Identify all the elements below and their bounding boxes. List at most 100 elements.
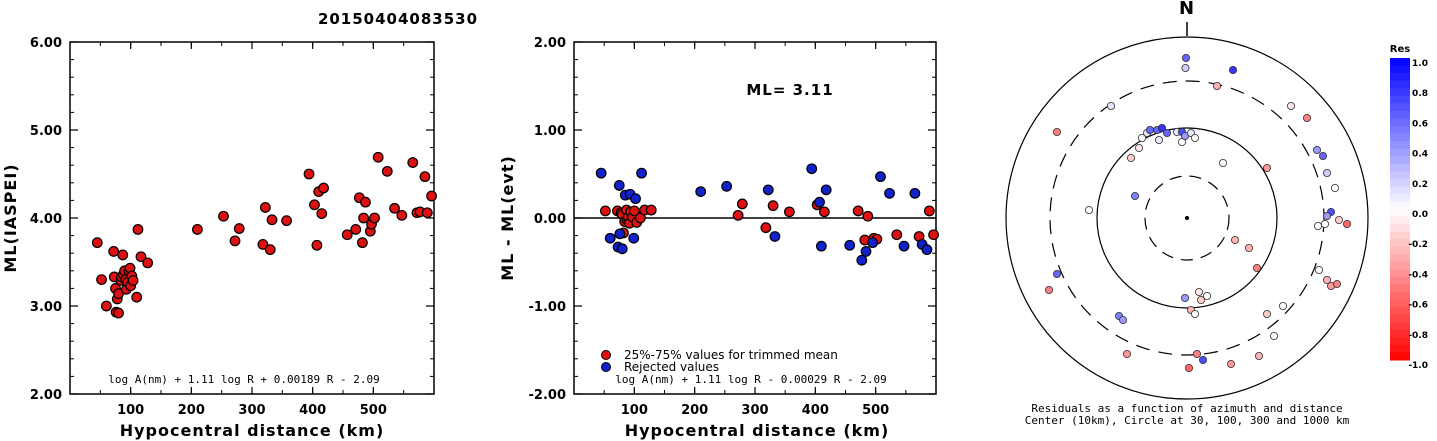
colorbar-cell [1390,103,1410,112]
x-tick-label: 400 [802,403,829,418]
data-point [760,222,772,234]
residual-point [1123,349,1132,358]
legend-label-rejected: Rejected values [624,360,719,374]
colorbar-ticks: 1.0 0.8 0.6 0.4 0.2 0.0 -0.2 -0.4 -0.6 -0.8 -1.0 [1408,59,1428,371]
colorbar-cell [1390,337,1410,346]
y-tick-label: 1.00 [534,124,566,139]
y-tick-label: -2.00 [529,388,566,403]
data-point [117,249,129,261]
y-ticks-left: 2.00 3.00 4.00 5.00 6.00 [30,36,434,403]
data-point [921,244,933,256]
colorbar-tick-label: -0.8 [1408,331,1428,341]
data-point [628,205,640,217]
data-point [316,208,328,220]
data-point [860,246,872,257]
residual-point [1199,355,1208,364]
data-point [91,237,103,249]
north-label: N [1179,0,1195,19]
data-point [132,224,144,235]
data-point [814,196,825,208]
residual-point [1343,219,1352,228]
colorbar-cell [1390,178,1410,187]
residual-point [1331,183,1340,192]
colorbar-cell [1390,239,1410,248]
data-point [736,198,748,210]
residual-point [1191,133,1200,142]
residual-point [1227,359,1236,368]
data-point [595,167,607,179]
residual-point [1163,128,1172,137]
data-point [257,238,269,250]
data-point [862,210,874,222]
data-point [421,207,433,219]
x-ticks-mid: 100 200 300 400 500 [573,42,937,418]
data-point [818,206,830,218]
colorbar-title: Res [1390,44,1410,55]
x-tick-label: 100 [117,403,144,418]
colorbar-cell [1390,231,1410,240]
colorbar-cell [1390,307,1410,316]
data-point [358,212,370,224]
y-tick-label: 2.00 [534,36,566,51]
colorbar-cell [1390,216,1410,225]
colorbar-cell [1390,284,1410,293]
colorbar-cells [1390,58,1410,361]
residual-point [1191,309,1200,318]
data-point [264,244,276,256]
colorbar-cell [1390,209,1410,218]
data-point [389,202,400,214]
residual-point [1203,291,1212,300]
colorbar-cell [1390,58,1410,67]
data-point [191,224,203,235]
colorbar-cell [1390,246,1410,255]
colorbar-tick-label: 0.0 [1412,210,1428,220]
residual-point [1127,153,1136,162]
residual-point [1107,102,1116,111]
data-point [229,235,241,247]
colorbar-cell [1390,118,1410,127]
data-point [616,243,628,255]
residual-point [1193,349,1202,358]
y-tick-label: -1.00 [529,300,566,315]
residual-point [1323,275,1332,284]
residual-point [1195,287,1204,296]
colorbar-cell [1390,141,1410,150]
data-point [396,209,408,221]
data-point [259,202,271,213]
residual-point [1213,82,1222,91]
residual-point [1270,331,1279,340]
data-point [131,291,143,303]
residual-point [1333,279,1342,288]
data-point [407,157,419,168]
data-point [113,307,124,319]
residual-point [1279,301,1288,310]
colorbar-tick-label: -0.6 [1408,301,1428,311]
colorbar-cell [1390,224,1410,233]
residual-point [1303,114,1312,123]
data-point [309,199,320,211]
residual-point [1219,158,1228,167]
x-tick-label: 200 [178,403,205,418]
data-point [419,171,431,183]
colorbar-cell [1390,148,1410,157]
x-tick-label: 300 [741,403,768,418]
residual-point [1323,211,1332,220]
data-point [891,229,903,241]
panel-azimuth-residuals: N Residuals as a function of azimuth and… [1005,0,1369,427]
x-tick-label: 100 [621,403,648,418]
data-point [806,163,818,175]
residual-point [1185,363,1194,372]
residual-point [1231,235,1240,244]
x-tick-label: 300 [238,403,265,418]
colorbar-tick-label: -1.0 [1408,361,1428,371]
points-mid [595,163,939,266]
residual-point [1155,135,1164,144]
data-point [341,229,353,241]
residual-point [1119,315,1128,324]
data-point [127,275,139,286]
points-left [91,151,437,319]
colorbar-cell [1390,193,1410,202]
points-polar [1045,54,1352,372]
data-point [767,200,779,212]
